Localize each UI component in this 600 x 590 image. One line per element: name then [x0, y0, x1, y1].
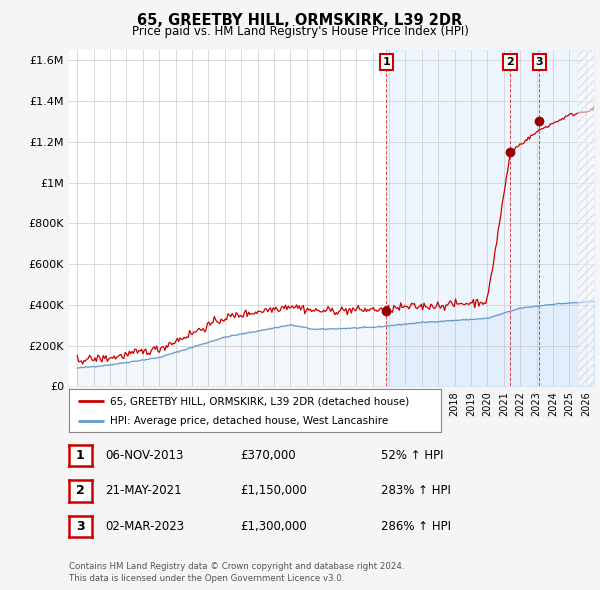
Text: Price paid vs. HM Land Registry's House Price Index (HPI): Price paid vs. HM Land Registry's House … [131, 25, 469, 38]
Text: This data is licensed under the Open Government Licence v3.0.: This data is licensed under the Open Gov… [69, 574, 344, 583]
Text: 1: 1 [76, 449, 85, 462]
Text: Contains HM Land Registry data © Crown copyright and database right 2024.: Contains HM Land Registry data © Crown c… [69, 562, 404, 571]
Text: 283% ↑ HPI: 283% ↑ HPI [381, 484, 451, 497]
Text: 52% ↑ HPI: 52% ↑ HPI [381, 449, 443, 462]
Text: 2: 2 [76, 484, 85, 497]
Text: 3: 3 [76, 520, 85, 533]
Text: 02-MAR-2023: 02-MAR-2023 [105, 520, 184, 533]
Text: £1,150,000: £1,150,000 [240, 484, 307, 497]
Text: £370,000: £370,000 [240, 449, 296, 462]
Text: 3: 3 [536, 57, 543, 67]
Text: HPI: Average price, detached house, West Lancashire: HPI: Average price, detached house, West… [110, 417, 388, 426]
Text: 286% ↑ HPI: 286% ↑ HPI [381, 520, 451, 533]
Text: 06-NOV-2013: 06-NOV-2013 [105, 449, 184, 462]
Text: 1: 1 [383, 57, 391, 67]
Text: 65, GREETBY HILL, ORMSKIRK, L39 2DR: 65, GREETBY HILL, ORMSKIRK, L39 2DR [137, 13, 463, 28]
Text: 65, GREETBY HILL, ORMSKIRK, L39 2DR (detached house): 65, GREETBY HILL, ORMSKIRK, L39 2DR (det… [110, 396, 409, 407]
Text: 2: 2 [506, 57, 514, 67]
Text: £1,300,000: £1,300,000 [240, 520, 307, 533]
Text: 21-MAY-2021: 21-MAY-2021 [105, 484, 182, 497]
